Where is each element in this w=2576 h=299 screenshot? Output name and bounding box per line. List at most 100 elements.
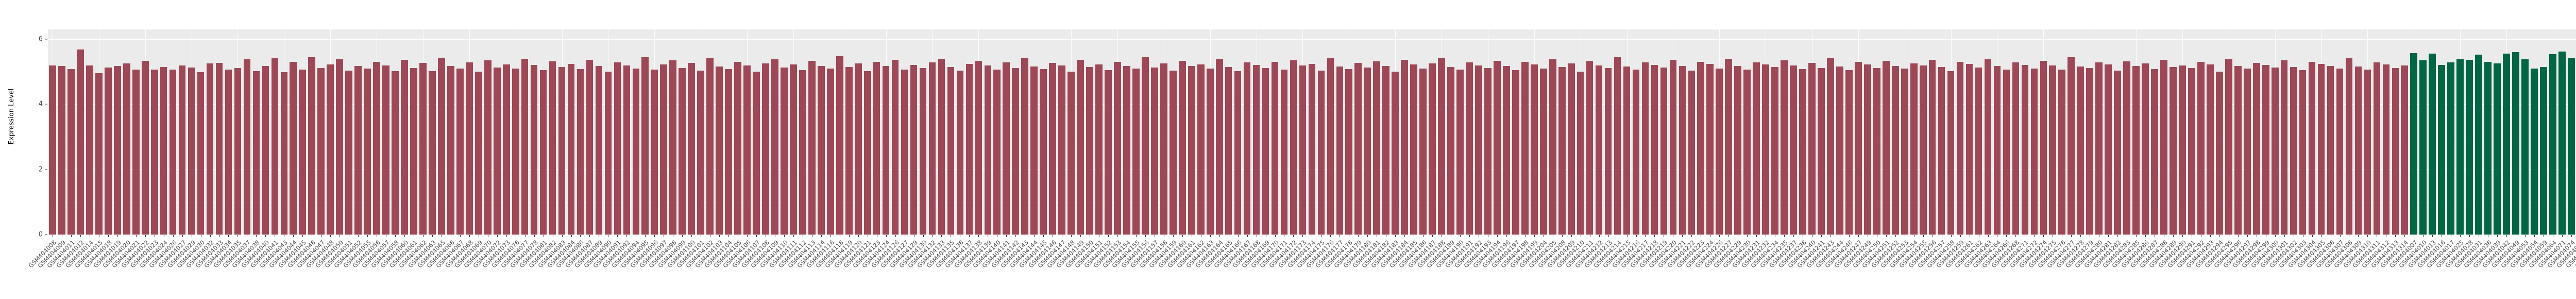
x-tick-mark xyxy=(1626,235,1628,237)
bar xyxy=(493,67,501,235)
bar xyxy=(873,62,880,235)
bar xyxy=(188,67,195,235)
x-tick-mark xyxy=(2173,235,2174,237)
bar xyxy=(919,68,927,235)
x-tick-mark xyxy=(330,235,331,237)
x-tick-mark xyxy=(1923,235,1924,237)
bar xyxy=(1151,67,1158,235)
x-tick-mark xyxy=(2506,235,2507,237)
x-tick-mark xyxy=(2247,235,2248,237)
x-tick-mark xyxy=(654,235,655,237)
bar xyxy=(2568,58,2575,235)
bar xyxy=(1771,67,1778,235)
x-tick-mark xyxy=(1469,235,1470,237)
x-tick-mark xyxy=(1173,235,1174,237)
bar xyxy=(1447,67,1454,235)
bar xyxy=(826,69,834,235)
x-tick-mark xyxy=(2460,235,2461,237)
bar xyxy=(104,67,112,235)
bar xyxy=(1058,65,1065,235)
bar xyxy=(716,67,723,235)
bar xyxy=(993,70,1001,235)
bar xyxy=(1003,62,1010,235)
bar xyxy=(928,62,936,235)
bar xyxy=(169,70,177,235)
x-tick-mark xyxy=(1015,235,1016,237)
bar xyxy=(262,66,269,235)
x-tick-mark xyxy=(2145,235,2146,237)
bar xyxy=(2382,64,2390,235)
bar xyxy=(2030,68,2038,235)
bar xyxy=(2512,52,2519,235)
x-tick-mark xyxy=(1784,235,1785,237)
x-tick-mark xyxy=(1506,235,1507,237)
bar xyxy=(1697,61,1705,235)
bar xyxy=(1669,60,1677,235)
bar xyxy=(558,67,566,235)
bar xyxy=(2494,63,2501,235)
bar xyxy=(1539,69,1547,235)
x-tick-mark xyxy=(1524,235,1526,237)
bar xyxy=(1382,65,1390,235)
bar xyxy=(2077,67,2084,235)
bar xyxy=(577,69,584,235)
bar xyxy=(1188,66,1195,235)
x-tick-mark xyxy=(108,235,109,237)
x-tick-mark xyxy=(1728,235,1730,237)
bar xyxy=(1392,72,1399,235)
bar xyxy=(660,64,668,235)
bar xyxy=(1975,67,1982,235)
bar xyxy=(984,65,992,235)
x-tick-mark xyxy=(793,235,794,237)
bar xyxy=(965,63,973,235)
x-tick-mark xyxy=(293,235,294,237)
x-tick-mark xyxy=(2108,235,2109,237)
x-tick-mark xyxy=(2312,235,2313,237)
bar xyxy=(364,69,371,235)
x-tick-mark xyxy=(1367,235,1368,237)
bar xyxy=(419,63,427,235)
x-tick-mark xyxy=(1793,235,1794,237)
bar xyxy=(1364,67,1371,235)
bar xyxy=(975,61,982,235)
x-tick-mark xyxy=(895,235,896,237)
bar xyxy=(632,68,640,235)
bar xyxy=(1651,64,1658,235)
bar xyxy=(1901,69,1908,235)
bar xyxy=(178,65,186,235)
bar xyxy=(252,71,260,235)
bar xyxy=(1280,69,1288,235)
x-tick-mark xyxy=(497,235,498,237)
bar xyxy=(1234,71,1242,235)
bar xyxy=(1808,63,1816,235)
x-tick-mark xyxy=(1043,235,1044,237)
bar xyxy=(679,68,686,235)
bar xyxy=(2354,67,2362,235)
x-tick-mark xyxy=(145,235,146,237)
bar xyxy=(1530,64,1538,235)
x-tick-mark xyxy=(691,235,692,237)
bar xyxy=(2345,58,2353,235)
x-tick-mark xyxy=(1895,235,1896,237)
bar xyxy=(1475,65,1482,235)
bar xyxy=(2549,54,2556,235)
bar xyxy=(1845,70,1853,235)
bar xyxy=(1919,65,1927,235)
bar xyxy=(2160,60,2167,235)
x-tick-mark xyxy=(1858,235,1859,237)
bar xyxy=(317,68,325,235)
bar xyxy=(2049,65,2057,235)
bar xyxy=(1040,69,1047,235)
x-tick-mark xyxy=(2043,235,2044,237)
x-tick-mark xyxy=(2015,235,2016,237)
bar xyxy=(2503,54,2510,235)
x-tick-mark xyxy=(1395,235,1396,237)
bar xyxy=(1049,63,1056,235)
bar xyxy=(2290,67,2297,235)
bar xyxy=(1503,66,1510,235)
bar xyxy=(1105,70,1112,235)
bar xyxy=(1086,67,1093,235)
x-tick-mark xyxy=(1636,235,1637,237)
bar xyxy=(1197,64,1205,235)
